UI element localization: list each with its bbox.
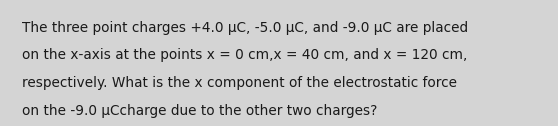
Text: on the x-axis at the points x = 0 cm,x = 40 cm, and x = 120 cm,: on the x-axis at the points x = 0 cm,x =… (22, 48, 468, 62)
Text: The three point charges +4.0 μC, -5.0 μC, and -9.0 μC are placed: The three point charges +4.0 μC, -5.0 μC… (22, 21, 469, 35)
Text: on the -9.0 μCcharge due to the other two charges?: on the -9.0 μCcharge due to the other tw… (22, 104, 378, 118)
Text: respectively. What is the x component of the electrostatic force: respectively. What is the x component of… (22, 76, 458, 90)
